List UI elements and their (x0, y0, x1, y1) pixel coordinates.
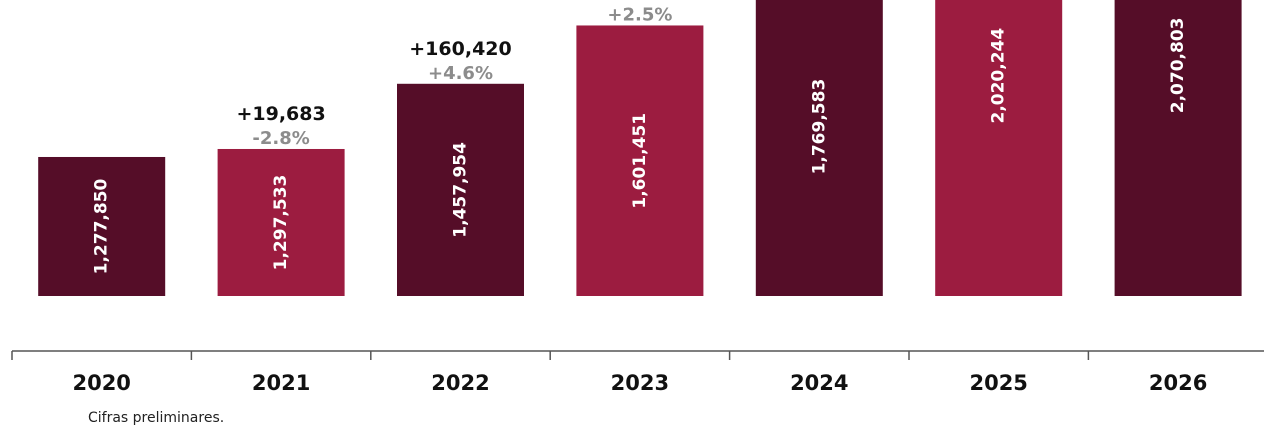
bar-value-label-2022: 1,457,954 (451, 142, 471, 238)
bar-2024 (755, 0, 883, 296)
bar-value-label-2026: 2,070,803 (1168, 18, 1188, 114)
change-label-2023: +143,497 (589, 0, 691, 1)
pct-label-2023: +2.5% (607, 4, 672, 25)
bar-2023 (576, 25, 704, 297)
bar-2022 (397, 83, 524, 296)
bar-value-label-2025: 2,020,244 (989, 28, 1009, 124)
bar-2025 (935, 0, 1063, 297)
pct-label-2021: -2.8% (252, 128, 309, 149)
bar-value-label-2021: 1,297,533 (271, 175, 291, 271)
footnote: Cifras preliminares. (88, 410, 225, 426)
x-tick-label-2021: 2021 (252, 371, 310, 395)
bar-value-label-2023: 1,601,451 (630, 113, 650, 209)
bars-group: 1,277,850 1,297,533 -2.8% +19,683 1,457,954 +… (38, 0, 1242, 297)
change-label-2021: +19,683 (236, 103, 325, 125)
bar-2020 (38, 156, 166, 296)
bar-2026 (1114, 0, 1242, 297)
bar-value-label-2020: 1,277,850 (92, 178, 112, 274)
pct-label-2022: +4.6% (428, 63, 493, 84)
x-tick-label-2023: 2023 (611, 371, 669, 395)
bar-2021 (217, 148, 345, 296)
x-tick-label-2022: 2022 (431, 371, 489, 395)
bar-value-label-2024: 1,769,583 (809, 79, 829, 175)
x-tick-label-2020: 2020 (72, 371, 130, 395)
x-axis: 2020 2021 2022 2023 2024 2025 2026 (11, 350, 1264, 395)
change-label-2022: +160,420 (409, 38, 511, 60)
x-tick-label-2025: 2025 (969, 371, 1027, 395)
x-tick-label-2026: 2026 (1149, 371, 1207, 395)
x-tick-label-2024: 2024 (790, 371, 848, 395)
